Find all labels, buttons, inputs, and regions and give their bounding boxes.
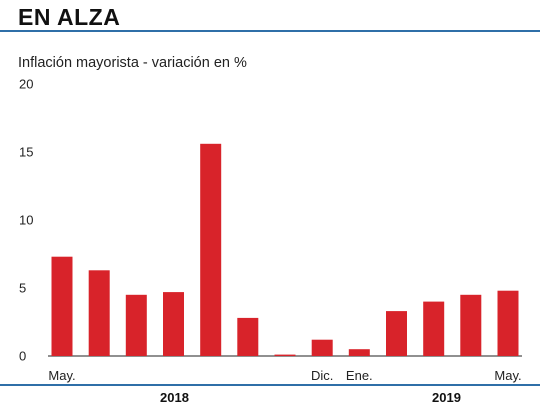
- x-tick-label: Dic.: [311, 368, 333, 383]
- bar: [386, 311, 407, 356]
- bar: [423, 301, 445, 356]
- y-tick-label: 20: [19, 77, 33, 92]
- year-label-2019: 2019: [432, 390, 461, 405]
- bar: [274, 354, 296, 356]
- chart-subtitle: Inflación mayorista - variación en %: [18, 55, 247, 71]
- chart-title: EN ALZA: [18, 4, 121, 30]
- bar: [237, 317, 259, 356]
- bar: [200, 143, 222, 356]
- top-rule: [0, 30, 540, 32]
- y-tick-label: 10: [19, 213, 33, 228]
- x-axis-ticks: May. Dic. Ene. May.: [48, 368, 521, 383]
- y-tick-label: 15: [19, 145, 33, 160]
- bar: [163, 292, 184, 356]
- bar: [125, 294, 147, 356]
- x-tick-label: May.: [48, 368, 75, 383]
- year-label-2018: 2018: [160, 390, 189, 405]
- bottom-rule: [0, 384, 540, 386]
- bar: [460, 294, 482, 356]
- y-tick-label: 0: [19, 349, 26, 364]
- bars: [51, 143, 519, 356]
- x-tick-label: May.: [494, 368, 521, 383]
- y-tick-label: 5: [19, 281, 26, 296]
- y-axis-ticks: 0 5 10 15 20: [19, 77, 33, 364]
- x-tick-label: Ene.: [346, 368, 373, 383]
- bar: [497, 290, 519, 356]
- bar: [311, 339, 333, 356]
- bar: [348, 349, 370, 356]
- bar: [88, 270, 110, 356]
- bar: [51, 256, 73, 356]
